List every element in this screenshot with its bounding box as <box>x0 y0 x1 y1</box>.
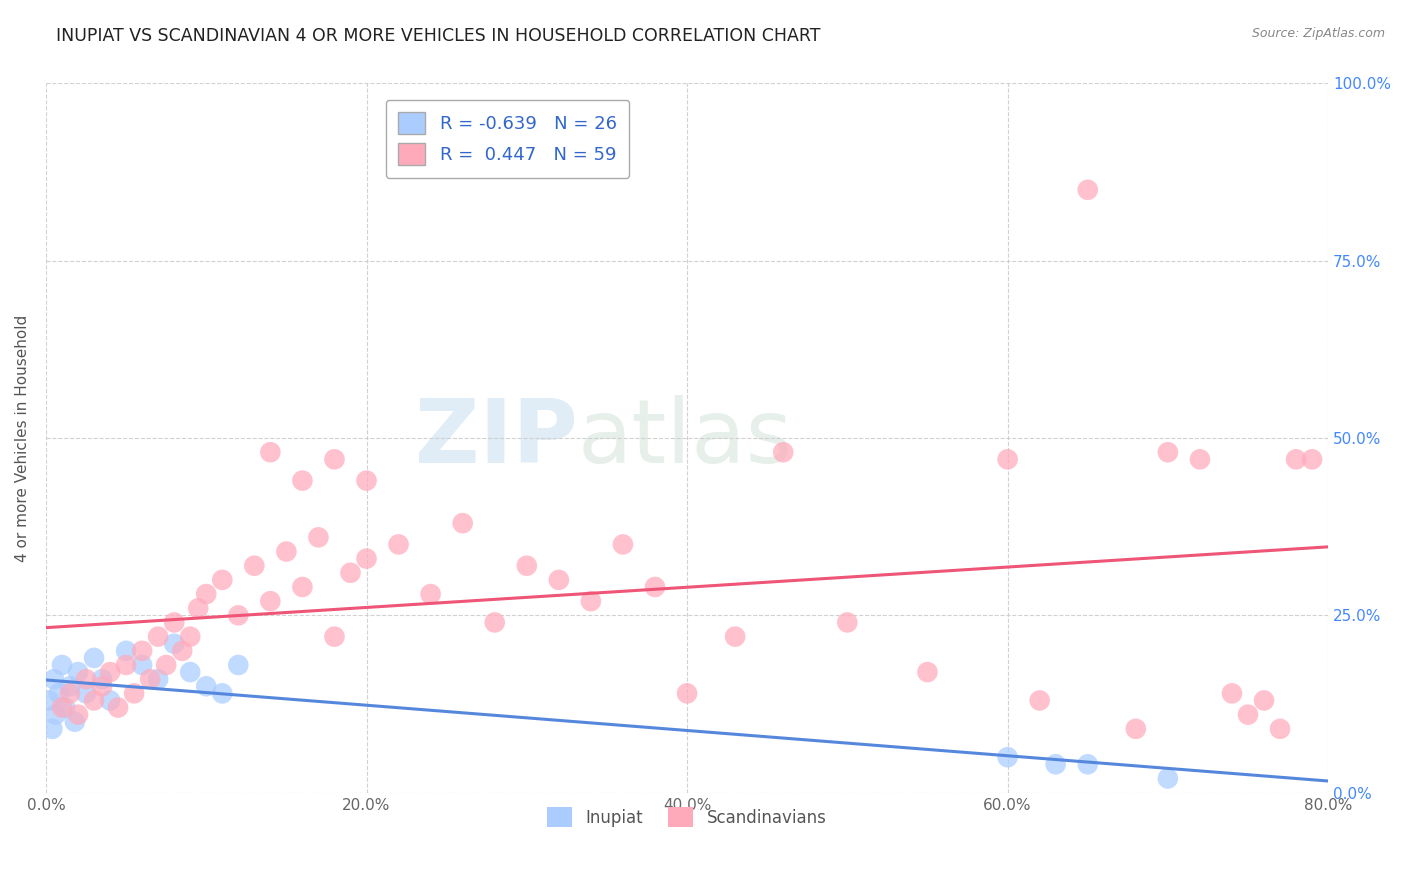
Point <box>724 630 747 644</box>
Point <box>146 672 169 686</box>
Point <box>1077 757 1099 772</box>
Point <box>1285 452 1308 467</box>
Text: atlas: atlas <box>578 394 793 482</box>
Point <box>211 686 233 700</box>
Point <box>83 693 105 707</box>
Point <box>484 615 506 630</box>
Point <box>579 594 602 608</box>
Point <box>83 651 105 665</box>
Point <box>1157 445 1180 459</box>
Point <box>155 658 177 673</box>
Text: INUPIAT VS SCANDINAVIAN 4 OR MORE VEHICLES IN HOUSEHOLD CORRELATION CHART: INUPIAT VS SCANDINAVIAN 4 OR MORE VEHICL… <box>56 27 821 45</box>
Point <box>195 679 218 693</box>
Point <box>837 615 859 630</box>
Point <box>179 665 201 679</box>
Point <box>323 452 346 467</box>
Point <box>276 544 298 558</box>
Point <box>259 594 281 608</box>
Point <box>41 722 63 736</box>
Point <box>1045 757 1067 772</box>
Point <box>1301 452 1323 467</box>
Point <box>291 580 314 594</box>
Point <box>122 686 145 700</box>
Point <box>172 644 194 658</box>
Point <box>91 672 114 686</box>
Point <box>51 700 73 714</box>
Point <box>1028 693 1050 707</box>
Point <box>1253 693 1275 707</box>
Point <box>131 644 153 658</box>
Point <box>772 445 794 459</box>
Point <box>419 587 441 601</box>
Point <box>63 714 86 729</box>
Point <box>451 516 474 530</box>
Text: ZIP: ZIP <box>415 394 578 482</box>
Point <box>146 630 169 644</box>
Point <box>547 573 569 587</box>
Point <box>163 615 186 630</box>
Point <box>307 530 329 544</box>
Point <box>1077 183 1099 197</box>
Point <box>644 580 666 594</box>
Point <box>1220 686 1243 700</box>
Point <box>211 573 233 587</box>
Point <box>91 679 114 693</box>
Point <box>676 686 699 700</box>
Point <box>38 693 60 707</box>
Point <box>259 445 281 459</box>
Point <box>516 558 538 573</box>
Point <box>997 750 1019 764</box>
Point <box>139 672 162 686</box>
Point <box>1125 722 1147 736</box>
Text: Source: ZipAtlas.com: Source: ZipAtlas.com <box>1251 27 1385 40</box>
Point <box>179 630 201 644</box>
Point <box>59 686 82 700</box>
Point <box>75 672 97 686</box>
Point <box>612 537 634 551</box>
Point <box>59 679 82 693</box>
Point <box>1237 707 1260 722</box>
Point <box>243 558 266 573</box>
Point <box>1188 452 1211 467</box>
Point <box>66 707 89 722</box>
Point <box>163 637 186 651</box>
Point <box>115 644 138 658</box>
Point <box>339 566 361 580</box>
Point <box>356 474 378 488</box>
Point <box>1157 772 1180 786</box>
Point <box>48 686 70 700</box>
Point <box>1268 722 1291 736</box>
Point <box>98 693 121 707</box>
Point <box>226 608 249 623</box>
Point <box>291 474 314 488</box>
Point <box>131 658 153 673</box>
Point <box>226 658 249 673</box>
Y-axis label: 4 or more Vehicles in Household: 4 or more Vehicles in Household <box>15 314 30 562</box>
Point <box>323 630 346 644</box>
Point <box>917 665 939 679</box>
Point <box>187 601 209 615</box>
Legend: Inupiat, Scandinavians: Inupiat, Scandinavians <box>541 800 834 834</box>
Point <box>997 452 1019 467</box>
Point <box>42 672 65 686</box>
Point <box>45 707 67 722</box>
Point <box>66 665 89 679</box>
Point <box>107 700 129 714</box>
Point <box>195 587 218 601</box>
Point <box>51 658 73 673</box>
Point <box>356 551 378 566</box>
Point <box>387 537 409 551</box>
Point <box>98 665 121 679</box>
Point <box>75 686 97 700</box>
Point <box>115 658 138 673</box>
Point <box>53 700 76 714</box>
